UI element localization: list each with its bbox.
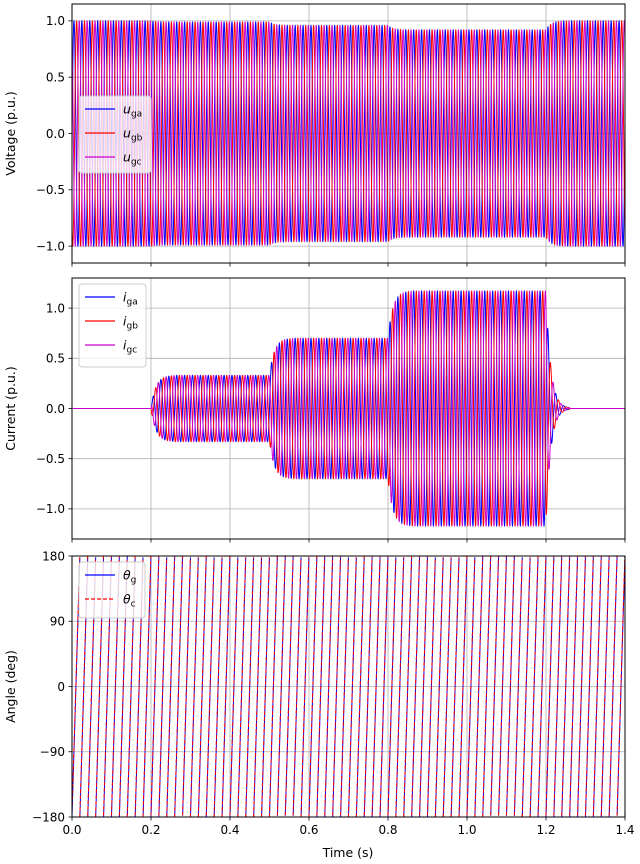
angle-panel: 0.0 0.2 0.4 0.6 0.8 1.0 1.2 1.4 −180 −90 0 90 180 An… (3, 549, 635, 860)
x-tick-label: 1.0 (457, 823, 476, 837)
series-line-i_gc (72, 290, 625, 527)
x-tick-label: 0.8 (378, 823, 397, 837)
series-line-i_ga (72, 290, 625, 527)
legend-label-u_gc: ugc (123, 150, 142, 168)
voltage-legend: uga ugb ugc (78, 95, 152, 174)
legend-label-i_ga: iga (123, 290, 138, 308)
x-tick-label: 1.4 (615, 823, 634, 837)
legend-label-u_ga: uga (123, 102, 142, 120)
y-tick-label: −180 (32, 810, 65, 824)
series-line-u_ga (72, 19, 625, 248)
legend-label-i_gc: igc (123, 338, 137, 356)
x-tick-label: 0.2 (141, 823, 160, 837)
current-traces (72, 290, 625, 527)
y-tick-label: −0.5 (36, 452, 65, 466)
x-tick-label: 0.6 (299, 823, 318, 837)
voltage-ticks: −1.0 −0.5 0.0 0.5 1.0 (36, 14, 626, 267)
y-tick-label: 0 (57, 680, 65, 694)
legend-box (78, 561, 146, 619)
y-tick-label: −90 (40, 745, 65, 759)
current-panel: −1.0−0.50.00.51.0 Current (p.u.) igaigbi… (3, 277, 626, 543)
current-legend: iga igb igc (78, 283, 147, 368)
legend-label-theta_c: θc (123, 592, 136, 610)
series-line-u_gb (72, 20, 625, 247)
series-line-i_gb (72, 290, 625, 527)
voltage-ylabel: Voltage (p.u.) (3, 91, 18, 175)
legend-box (78, 95, 152, 174)
legend-label-theta_g: θg (123, 568, 136, 586)
y-tick-label: 0.0 (46, 127, 65, 141)
voltage-traces (72, 19, 625, 248)
angle-xlabel: Time (s) (322, 845, 374, 860)
y-tick-label: 0.5 (46, 352, 65, 366)
current-ticks: −1.0 −0.5 0.0 0.5 1.0 (36, 301, 626, 543)
x-tick-label: 0.4 (220, 823, 239, 837)
x-tick-label: 0.0 (62, 823, 81, 837)
angle-ylabel: Angle (deg) (3, 650, 18, 723)
y-tick-label: 0.5 (46, 70, 65, 84)
series-line-theta_c (72, 556, 625, 817)
y-tick-label: 1.0 (46, 301, 65, 315)
current-ylabel: Current (p.u.) (3, 366, 18, 450)
legend-box (78, 283, 147, 368)
y-tick-label: −0.5 (36, 183, 65, 197)
y-tick-label: 180 (42, 549, 65, 563)
angle-legend: θg θc (78, 561, 146, 619)
legend-label-u_gb: ugb (123, 126, 143, 144)
voltage-panel: −1.0−0.50.00.51.0 Voltage (p.u.) ugaugbu… (3, 3, 626, 267)
angle-ticks: 0.0 0.2 0.4 0.6 0.8 1.0 1.2 1.4 −180 −90 0 90 180 (32, 549, 635, 837)
legend-label-i_gb: igb (123, 314, 138, 332)
y-tick-label: 90 (50, 615, 65, 629)
y-tick-label: 1.0 (46, 14, 65, 28)
x-tick-label: 1.2 (536, 823, 555, 837)
y-tick-label: −1.0 (36, 502, 65, 516)
angle-traces (72, 556, 625, 817)
y-tick-label: −1.0 (36, 239, 65, 253)
y-tick-label: 0.0 (46, 402, 65, 416)
series-line-u_gc (72, 20, 625, 247)
